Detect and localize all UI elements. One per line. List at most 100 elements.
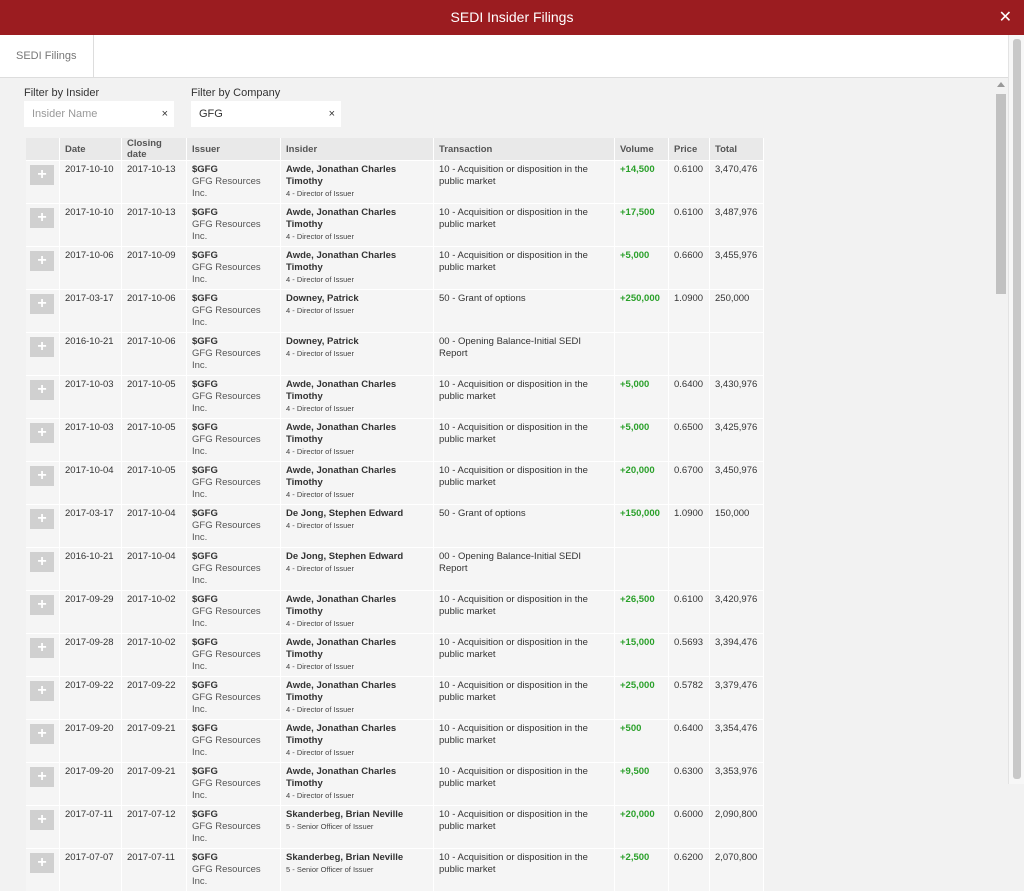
table-row[interactable]: + 2017-07-11 2017-07-12 $GFG GFG Resourc… bbox=[26, 805, 764, 848]
insider-name[interactable]: De Jong, Stephen Edward bbox=[286, 508, 404, 519]
insider-name[interactable]: Awde, Jonathan Charles Timothy bbox=[286, 465, 397, 488]
table-row[interactable]: + 2017-09-29 2017-10-02 $GFG GFG Resourc… bbox=[26, 590, 764, 633]
insider-name[interactable]: Awde, Jonathan Charles Timothy bbox=[286, 250, 397, 273]
close-icon[interactable]: ✕ bbox=[998, 9, 1012, 26]
insider-name[interactable]: Skanderbeg, Brian Neville bbox=[286, 852, 404, 863]
scroll-up-arrow-icon[interactable] bbox=[997, 82, 1005, 87]
add-button[interactable]: + bbox=[30, 724, 54, 744]
table-row[interactable]: + 2017-09-20 2017-09-21 $GFG GFG Resourc… bbox=[26, 719, 764, 762]
insider-name[interactable]: Awde, Jonathan Charles Timothy bbox=[286, 723, 397, 746]
table-row[interactable]: + 2017-09-22 2017-09-22 $GFG GFG Resourc… bbox=[26, 676, 764, 719]
issuer-symbol[interactable]: $GFG bbox=[192, 723, 218, 734]
header-closing-date[interactable]: Closing date bbox=[122, 138, 187, 160]
issuer-symbol[interactable]: $GFG bbox=[192, 680, 218, 691]
table-row[interactable]: + 2017-07-07 2017-07-11 $GFG GFG Resourc… bbox=[26, 848, 764, 891]
table-row[interactable]: + 2016-10-21 2017-10-04 $GFG GFG Resourc… bbox=[26, 547, 764, 590]
clear-company-icon[interactable]: × bbox=[328, 108, 335, 120]
issuer-symbol[interactable]: $GFG bbox=[192, 250, 218, 261]
volume-cell: +17,500 bbox=[615, 203, 669, 246]
transaction-cell: 10 - Acquisition or disposition in the p… bbox=[434, 805, 615, 848]
table-row[interactable]: + 2017-03-17 2017-10-06 $GFG GFG Resourc… bbox=[26, 289, 764, 332]
window-scrollbar[interactable] bbox=[1008, 35, 1024, 784]
table-row[interactable]: + 2017-10-10 2017-10-13 $GFG GFG Resourc… bbox=[26, 203, 764, 246]
insider-name[interactable]: Awde, Jonathan Charles Timothy bbox=[286, 207, 397, 230]
header-price[interactable]: Price bbox=[669, 138, 710, 160]
insider-name[interactable]: Awde, Jonathan Charles Timothy bbox=[286, 637, 397, 660]
issuer-symbol[interactable]: $GFG bbox=[192, 207, 218, 218]
insider-role: 4 - Director of Issuer bbox=[286, 705, 354, 714]
insider-name[interactable]: De Jong, Stephen Edward bbox=[286, 551, 404, 562]
issuer-symbol[interactable]: $GFG bbox=[192, 336, 218, 347]
add-cell: + bbox=[26, 590, 60, 633]
table-row[interactable]: + 2017-10-04 2017-10-05 $GFG GFG Resourc… bbox=[26, 461, 764, 504]
add-button[interactable]: + bbox=[30, 208, 54, 228]
closing-date-cell: 2017-10-04 bbox=[122, 547, 187, 590]
insider-name[interactable]: Awde, Jonathan Charles Timothy bbox=[286, 594, 397, 617]
header-issuer[interactable]: Issuer bbox=[187, 138, 281, 160]
add-button[interactable]: + bbox=[30, 552, 54, 572]
add-button[interactable]: + bbox=[30, 337, 54, 357]
table-scrollbar-thumb[interactable] bbox=[996, 94, 1006, 294]
issuer-symbol[interactable]: $GFG bbox=[192, 809, 218, 820]
insider-name[interactable]: Awde, Jonathan Charles Timothy bbox=[286, 379, 397, 402]
issuer-symbol[interactable]: $GFG bbox=[192, 379, 218, 390]
issuer-symbol[interactable]: $GFG bbox=[192, 766, 218, 777]
issuer-cell: $GFG GFG Resources Inc. bbox=[187, 332, 281, 375]
add-button[interactable]: + bbox=[30, 853, 54, 873]
insider-name[interactable]: Downey, Patrick bbox=[286, 293, 359, 304]
issuer-symbol[interactable]: $GFG bbox=[192, 551, 218, 562]
issuer-company: GFG Resources Inc. bbox=[192, 735, 261, 758]
add-button[interactable]: + bbox=[30, 681, 54, 701]
insider-filter-input[interactable]: Insider Name × bbox=[24, 101, 174, 127]
table-row[interactable]: + 2017-10-03 2017-10-05 $GFG GFG Resourc… bbox=[26, 375, 764, 418]
insider-name[interactable]: Awde, Jonathan Charles Timothy bbox=[286, 164, 397, 187]
table-row[interactable]: + 2017-03-17 2017-10-04 $GFG GFG Resourc… bbox=[26, 504, 764, 547]
insider-name[interactable]: Awde, Jonathan Charles Timothy bbox=[286, 766, 397, 789]
add-button[interactable]: + bbox=[30, 767, 54, 787]
add-button[interactable]: + bbox=[30, 294, 54, 314]
closing-date-cell: 2017-10-13 bbox=[122, 160, 187, 203]
header-date[interactable]: Date bbox=[60, 138, 122, 160]
add-button[interactable]: + bbox=[30, 810, 54, 830]
issuer-cell: $GFG GFG Resources Inc. bbox=[187, 160, 281, 203]
header-transaction[interactable]: Transaction bbox=[434, 138, 615, 160]
table-row[interactable]: + 2017-09-28 2017-10-02 $GFG GFG Resourc… bbox=[26, 633, 764, 676]
issuer-cell: $GFG GFG Resources Inc. bbox=[187, 633, 281, 676]
insider-name[interactable]: Downey, Patrick bbox=[286, 336, 359, 347]
header-insider[interactable]: Insider bbox=[281, 138, 434, 160]
issuer-symbol[interactable]: $GFG bbox=[192, 422, 218, 433]
issuer-symbol[interactable]: $GFG bbox=[192, 465, 218, 476]
window-scrollbar-thumb[interactable] bbox=[1013, 39, 1021, 779]
add-button[interactable]: + bbox=[30, 509, 54, 529]
company-filter-input[interactable]: GFG × bbox=[191, 101, 341, 127]
date-cell: 2017-03-17 bbox=[60, 504, 122, 547]
issuer-symbol[interactable]: $GFG bbox=[192, 852, 218, 863]
tab-sedi-filings[interactable]: SEDI Filings bbox=[0, 35, 94, 78]
add-button[interactable]: + bbox=[30, 638, 54, 658]
issuer-symbol[interactable]: $GFG bbox=[192, 164, 218, 175]
add-button[interactable]: + bbox=[30, 165, 54, 185]
clear-insider-icon[interactable]: × bbox=[161, 108, 168, 120]
table-row[interactable]: + 2017-10-06 2017-10-09 $GFG GFG Resourc… bbox=[26, 246, 764, 289]
table-scrollbar[interactable] bbox=[994, 82, 1008, 782]
table-row[interactable]: + 2016-10-21 2017-10-06 $GFG GFG Resourc… bbox=[26, 332, 764, 375]
header-total[interactable]: Total bbox=[710, 138, 764, 160]
issuer-symbol[interactable]: $GFG bbox=[192, 508, 218, 519]
header-volume[interactable]: Volume bbox=[615, 138, 669, 160]
issuer-symbol[interactable]: $GFG bbox=[192, 637, 218, 648]
add-button[interactable]: + bbox=[30, 380, 54, 400]
total-cell: 150,000 bbox=[710, 504, 764, 547]
insider-name[interactable]: Awde, Jonathan Charles Timothy bbox=[286, 422, 397, 445]
insider-role: 4 - Director of Issuer bbox=[286, 619, 354, 628]
insider-name[interactable]: Skanderbeg, Brian Neville bbox=[286, 809, 404, 820]
add-button[interactable]: + bbox=[30, 423, 54, 443]
issuer-symbol[interactable]: $GFG bbox=[192, 594, 218, 605]
insider-name[interactable]: Awde, Jonathan Charles Timothy bbox=[286, 680, 397, 703]
add-button[interactable]: + bbox=[30, 595, 54, 615]
table-row[interactable]: + 2017-10-03 2017-10-05 $GFG GFG Resourc… bbox=[26, 418, 764, 461]
table-row[interactable]: + 2017-10-10 2017-10-13 $GFG GFG Resourc… bbox=[26, 160, 764, 203]
issuer-cell: $GFG GFG Resources Inc. bbox=[187, 246, 281, 289]
add-button[interactable]: + bbox=[30, 251, 54, 271]
add-button[interactable]: + bbox=[30, 466, 54, 486]
issuer-symbol[interactable]: $GFG bbox=[192, 293, 218, 304]
